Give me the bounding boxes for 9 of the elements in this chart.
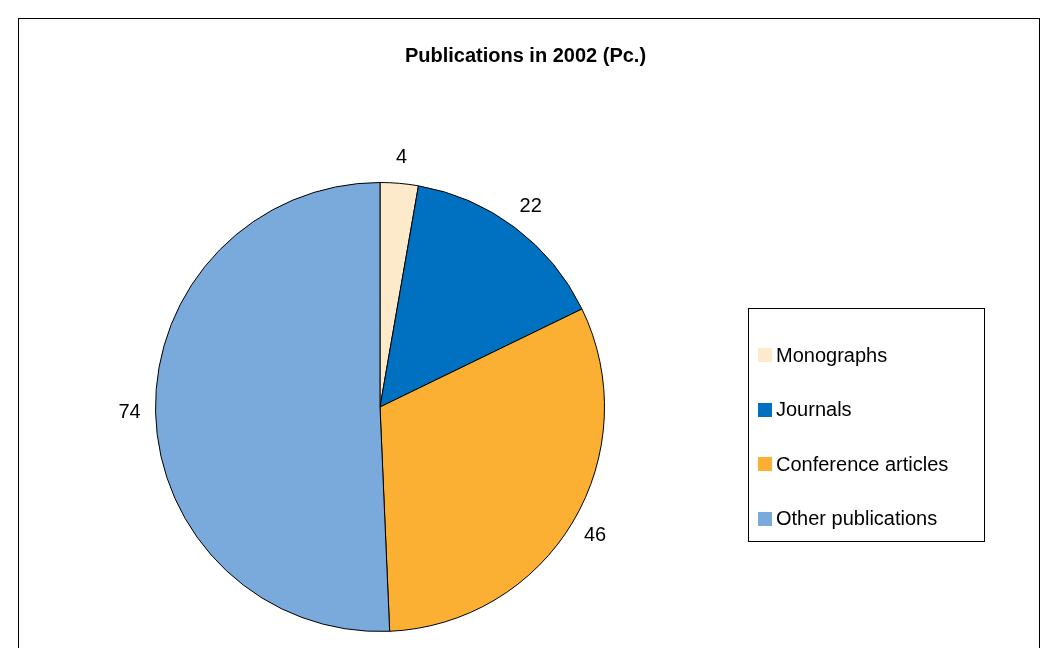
data-label: 46	[584, 522, 607, 545]
legend-label: Conference articles	[776, 452, 949, 476]
data-label: 22	[519, 194, 542, 217]
data-label: 74	[118, 399, 141, 422]
chart-title: Publications in 2002 (Pc.)	[403, 44, 648, 67]
data-label: 4	[395, 144, 408, 167]
legend-label: Other publications	[776, 507, 938, 531]
legend-label: Monographs	[776, 343, 888, 367]
legend-label: Journals	[776, 398, 852, 422]
